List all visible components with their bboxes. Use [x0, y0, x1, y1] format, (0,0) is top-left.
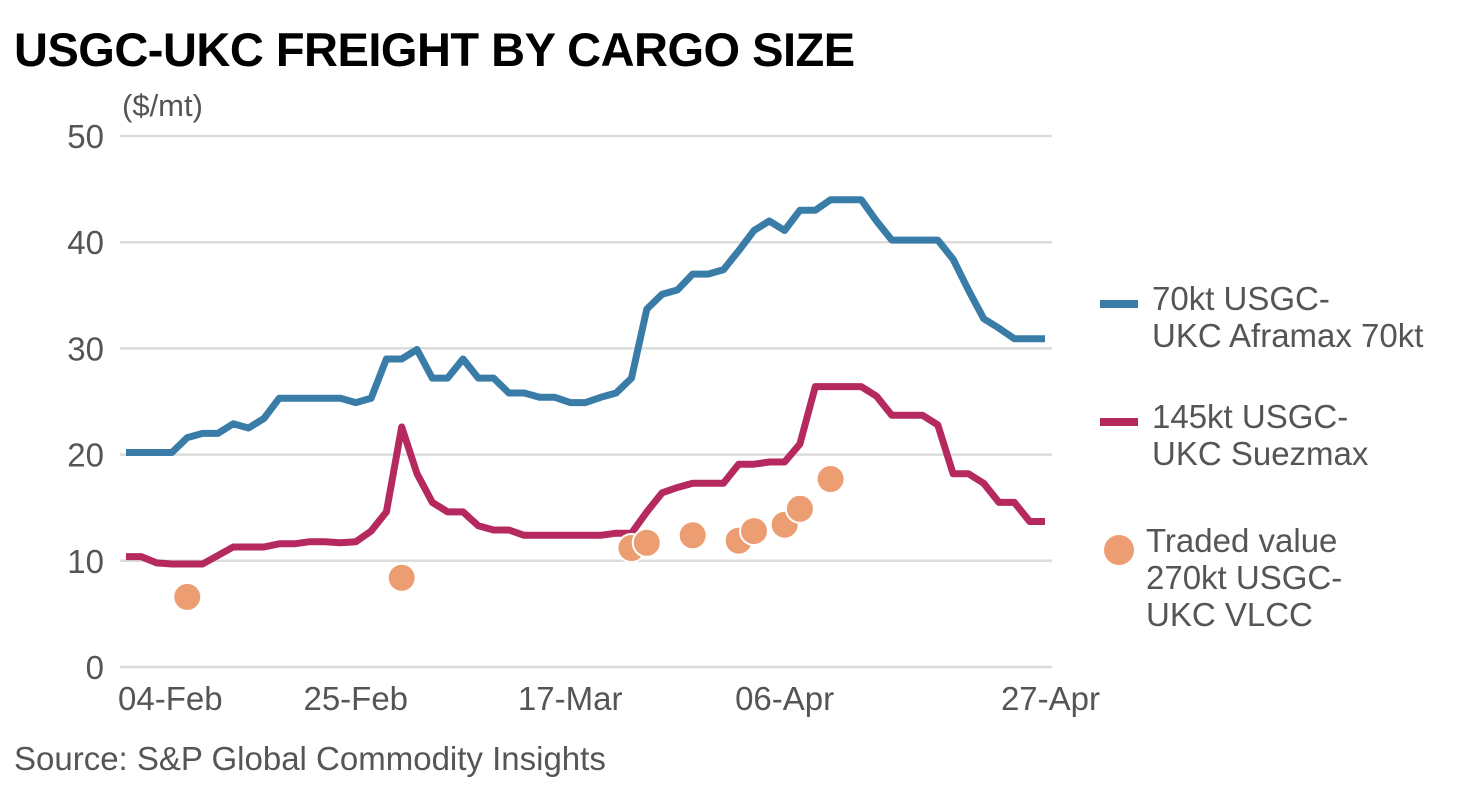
scatter-point-vlcc-4 [677, 520, 708, 551]
legend-swatch-vlcc [1104, 535, 1134, 565]
scatter-point-vlcc-6 [738, 516, 769, 547]
source-note: Source: S&P Global Commodity Insights [14, 740, 606, 777]
legend-label-vlcc: Traded value 270kt USGC- UKC VLCC [1146, 522, 1343, 633]
y-axis-unit-label: ($/mt) [122, 88, 203, 123]
scatter-point-vlcc-9 [815, 464, 846, 495]
legend-label-aframax: 70kt USGC- UKC Aframax 70kt [1152, 280, 1424, 354]
y-tick-label-30: 30 [67, 330, 104, 367]
x-tick-label-25-Feb: 25-Feb [303, 680, 408, 717]
legend-label-suezmax: 145kt USGC- UKC Suezmax [1152, 398, 1369, 472]
x-tick-label-06-Apr: 06-Apr [735, 680, 834, 717]
chart-title: USGC-UKC FREIGHT BY CARGO SIZE [14, 23, 855, 76]
legend-item-suezmax: 145kt USGC- UKC Suezmax [1100, 398, 1368, 472]
scatter-point-vlcc-1 [386, 562, 417, 593]
x-tick-label-04-Feb: 04-Feb [118, 680, 223, 717]
y-tick-label-20: 20 [67, 437, 104, 474]
x-tick-label-27-Apr: 27-Apr [1001, 680, 1100, 717]
y-tick-label-50: 50 [67, 118, 104, 155]
y-tick-label-10: 10 [67, 543, 104, 580]
x-tick-label-17-Mar: 17-Mar [518, 680, 623, 717]
legend-item-aframax: 70kt USGC- UKC Aframax 70kt [1100, 280, 1423, 354]
series-line-suezmax [126, 383, 1045, 568]
legend-swatch-aframax [1100, 300, 1138, 308]
scatter-point-vlcc-0 [172, 581, 203, 612]
y-tick-label-0: 0 [86, 649, 104, 686]
legend-item-vlcc: Traded value 270kt USGC- UKC VLCC [1100, 522, 1342, 633]
legend-swatch-suezmax [1100, 418, 1138, 426]
scatter-point-vlcc-3 [631, 527, 662, 558]
series-line-aframax [126, 196, 1045, 456]
scatter-point-vlcc-8 [784, 493, 815, 524]
y-tick-label-40: 40 [67, 224, 104, 261]
